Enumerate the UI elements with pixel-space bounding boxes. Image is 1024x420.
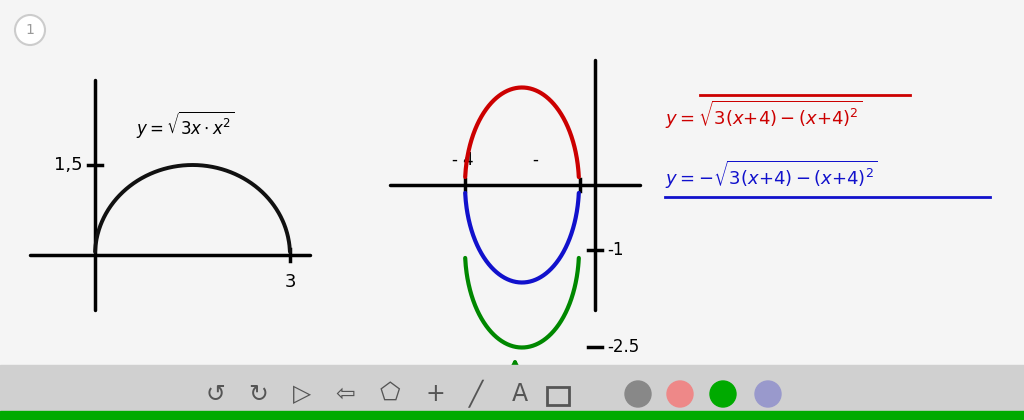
Text: ▷: ▷ <box>293 382 311 406</box>
Circle shape <box>667 381 693 407</box>
Circle shape <box>755 381 781 407</box>
Circle shape <box>15 15 45 45</box>
Text: ⬠: ⬠ <box>380 382 400 406</box>
Text: 1,5: 1,5 <box>54 156 83 174</box>
Text: -: - <box>532 151 538 169</box>
Text: -2.5: -2.5 <box>607 338 639 356</box>
Bar <box>0 365 1024 420</box>
Text: - 4: - 4 <box>453 151 474 169</box>
Text: -1: -1 <box>607 241 624 259</box>
Text: 3: 3 <box>285 273 296 291</box>
Text: ╱: ╱ <box>468 380 482 408</box>
Text: $y=\sqrt{3x \cdot x^2}$: $y=\sqrt{3x \cdot x^2}$ <box>135 110 234 141</box>
Text: $y= \sqrt{3(x{+}4)-(x{+}4)^2}$: $y= \sqrt{3(x{+}4)-(x{+}4)^2}$ <box>665 99 863 131</box>
Circle shape <box>710 381 736 407</box>
Text: 1: 1 <box>26 23 35 37</box>
Text: +: + <box>425 382 444 406</box>
Text: A: A <box>512 382 528 406</box>
Text: ↺: ↺ <box>205 382 225 406</box>
Bar <box>547 387 569 405</box>
Circle shape <box>625 381 651 407</box>
Text: $y{=}{-}\sqrt{3(x{+}4)-(x{+}4)^2}$: $y{=}{-}\sqrt{3(x{+}4)-(x{+}4)^2}$ <box>665 159 878 191</box>
Text: ⇦: ⇦ <box>335 382 355 406</box>
Bar <box>0 411 1024 420</box>
Text: ↻: ↻ <box>248 382 268 406</box>
